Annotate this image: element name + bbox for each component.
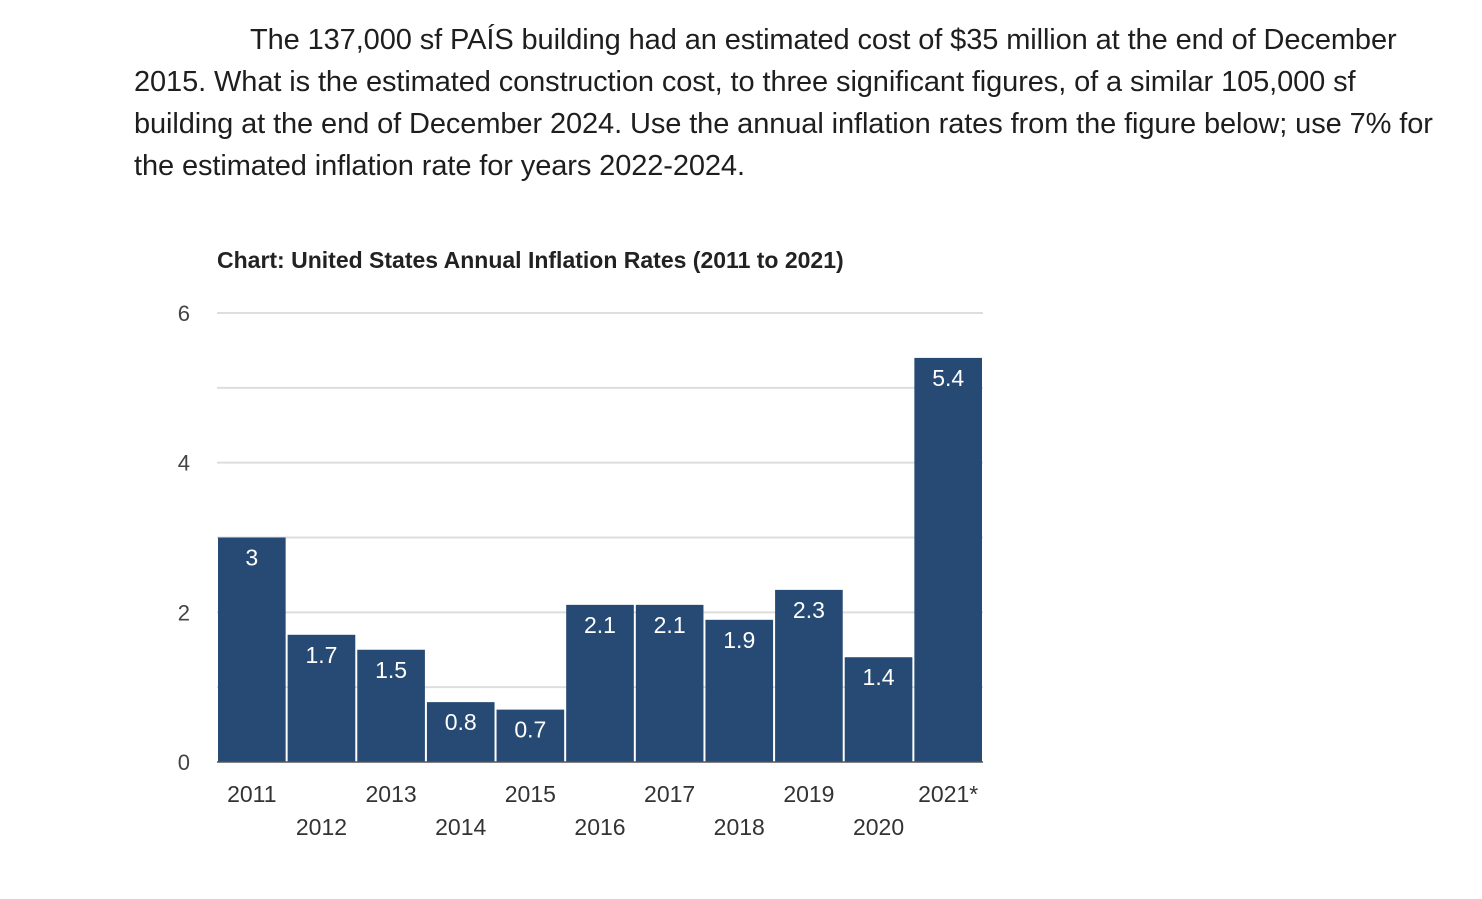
x-tick-label: 2015	[505, 781, 556, 807]
y-axis-ticks: 0 2 4 6	[178, 301, 190, 775]
bar-2021*	[914, 357, 982, 762]
bar-2015	[496, 709, 565, 762]
chart-title: Chart: United States Annual Inflation Ra…	[217, 247, 844, 273]
data-label: 3	[245, 545, 258, 571]
y-tick-label: 2	[178, 600, 190, 625]
data-label: 2.1	[584, 612, 616, 638]
data-label: 0.8	[445, 709, 477, 735]
bar-2013	[357, 649, 425, 762]
data-label: 1.7	[305, 642, 337, 668]
y-tick-label: 0	[178, 750, 190, 775]
data-label: 1.4	[863, 664, 895, 690]
y-tick-label: 6	[178, 301, 190, 326]
bar-2014	[426, 702, 495, 762]
bar-2016	[566, 604, 634, 762]
x-tick-label: 2012	[296, 814, 347, 840]
x-tick-label: 2019	[783, 781, 834, 807]
bar-2017	[635, 604, 704, 762]
data-label: 1.9	[723, 627, 755, 653]
bar-2012	[287, 634, 356, 762]
x-tick-label: 2018	[714, 814, 765, 840]
bars: 3 1.7 1.5 0.8 0.7 2.1 2.1 1.9 2.3 1.4 5.4	[217, 357, 983, 763]
x-tick-label: 2016	[574, 814, 625, 840]
data-label: 2.1	[654, 612, 686, 638]
bar-2020	[844, 657, 913, 762]
data-label: 2.3	[793, 597, 825, 623]
x-tick-label: 2021*	[918, 781, 978, 807]
x-axis-ticks: 2011 2012 2013 2014 2015 2016 2017 2018 2019 2020…	[227, 781, 978, 840]
bar-2019	[775, 589, 843, 762]
x-tick-label: 2013	[366, 781, 417, 807]
data-label: 0.7	[514, 717, 546, 743]
y-tick-label: 4	[178, 451, 190, 476]
question-text: The 137,000 sf PAÍS building had an esti…	[134, 24, 1433, 182]
data-label: 5.4	[932, 365, 964, 391]
data-label: 1.5	[375, 657, 407, 683]
x-tick-label: 2020	[853, 814, 904, 840]
bar-2011	[218, 537, 286, 762]
bar-2018	[705, 619, 774, 762]
x-tick-label: 2017	[644, 781, 695, 807]
x-tick-label: 2014	[435, 814, 486, 840]
x-tick-label: 2011	[227, 781, 276, 807]
